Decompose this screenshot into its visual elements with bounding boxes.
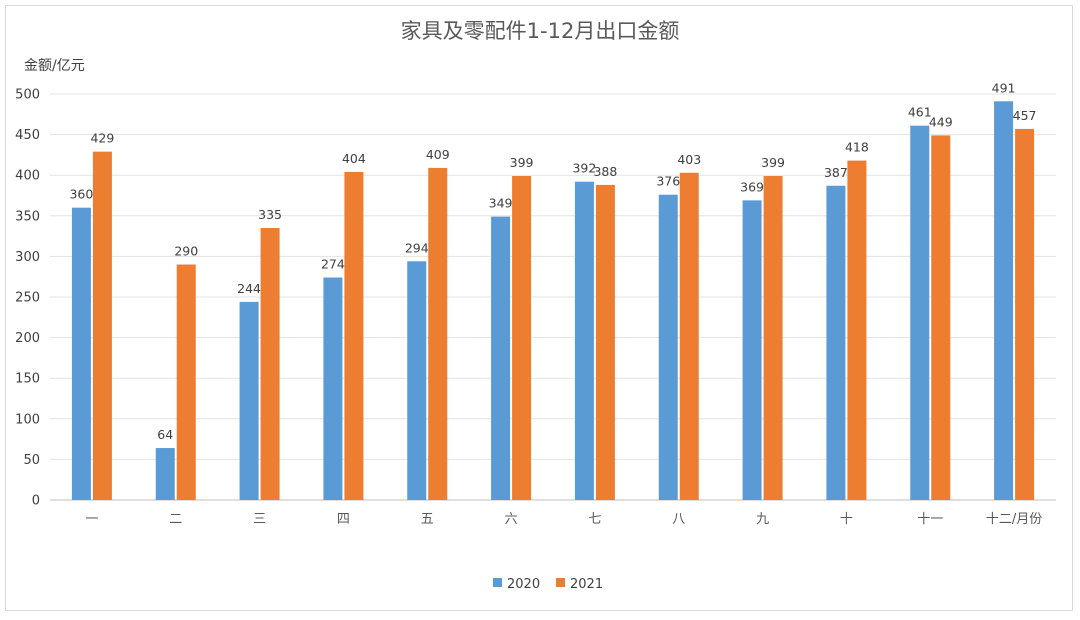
bar-2021 <box>931 135 951 501</box>
y-tick-label: 300 <box>15 250 40 265</box>
x-tick-label: 三 <box>253 512 266 527</box>
y-tick-label: 50 <box>23 453 40 468</box>
x-tick-label: 十一 <box>917 512 943 527</box>
x-tick-label: 九 <box>756 512 769 527</box>
data-label: 244 <box>237 281 261 296</box>
data-label: 457 <box>1013 108 1037 123</box>
y-tick-label: 100 <box>15 412 40 427</box>
bar-2020 <box>323 277 343 500</box>
data-label: 376 <box>656 174 680 189</box>
x-tick-label: 五 <box>421 512 434 527</box>
legend-swatch-2020 <box>493 578 502 587</box>
data-label: 449 <box>929 114 953 129</box>
bar-2021 <box>344 171 364 500</box>
x-tick-label: 八 <box>672 512 685 527</box>
bar-2020 <box>658 194 678 501</box>
gridlines <box>50 93 1056 501</box>
y-tick-label: 350 <box>15 209 40 224</box>
y-tick-label: 500 <box>15 88 40 103</box>
x-tick-label: 六 <box>505 512 518 527</box>
data-label: 388 <box>593 164 617 179</box>
bar-2020 <box>71 207 91 500</box>
bar-2020 <box>742 200 762 500</box>
legend-label-2020: 2020 <box>507 577 540 592</box>
y-tick-label: 400 <box>15 169 40 184</box>
x-tick-label: 十 <box>840 512 853 527</box>
data-label: 429 <box>90 131 114 146</box>
bar-2021 <box>512 176 532 500</box>
x-tick-label: 二 <box>169 512 182 527</box>
x-tick-label: 十二/月份 <box>986 512 1042 527</box>
x-tick-label: 四 <box>337 512 350 527</box>
data-label: 392 <box>572 161 596 176</box>
bar-2021 <box>595 184 615 500</box>
data-label: 404 <box>342 151 366 166</box>
y-tick-label: 450 <box>15 128 40 143</box>
data-label: 360 <box>69 187 93 202</box>
data-label: 403 <box>677 152 701 167</box>
data-label: 294 <box>405 240 429 255</box>
bar-2020 <box>491 216 511 500</box>
data-label: 491 <box>992 80 1016 95</box>
data-label: 409 <box>426 147 450 162</box>
bar-2021 <box>847 160 867 501</box>
y-tick-labels: 0 50 100 150 200 250 300 350 400 450 500 <box>15 88 40 509</box>
bars <box>71 101 1035 501</box>
data-label: 64 <box>157 427 173 442</box>
data-label: 349 <box>489 196 513 211</box>
bar-2020 <box>239 301 259 500</box>
data-label: 274 <box>321 257 345 272</box>
y-tick-label: 200 <box>15 331 40 346</box>
data-label: 399 <box>510 155 534 170</box>
bar-2021 <box>176 264 196 500</box>
bar-2021 <box>679 172 699 501</box>
legend: 2020 2021 <box>493 577 603 592</box>
bar-2021 <box>92 151 112 501</box>
y-tick-label: 0 <box>32 494 40 509</box>
bar-2020 <box>910 125 930 500</box>
y-tick-label: 150 <box>15 372 40 387</box>
y-axis-label: 金额/亿元 <box>24 58 85 74</box>
bar-2020 <box>826 185 846 501</box>
data-label: 418 <box>845 140 869 155</box>
data-label: 290 <box>174 244 198 259</box>
x-tick-labels: 一 二 三 四 五 六 七 八 九 十 十一 十二/月份 <box>85 512 1042 527</box>
chart-title: 家具及零配件1-12月出口金额 <box>401 19 680 43</box>
data-label: 369 <box>740 179 764 194</box>
bar-2020 <box>407 261 427 500</box>
bar-2021 <box>260 227 280 501</box>
bar-2021 <box>428 167 448 500</box>
data-label: 335 <box>258 207 282 222</box>
data-label: 461 <box>908 105 932 120</box>
data-label: 399 <box>761 155 785 170</box>
bar-2020 <box>155 448 175 500</box>
x-tick-label: 七 <box>588 512 601 527</box>
bar-2021 <box>763 176 783 500</box>
bar-2021 <box>1015 128 1035 500</box>
legend-swatch-2021 <box>556 578 565 587</box>
data-label: 387 <box>824 165 848 180</box>
y-tick-label: 250 <box>15 291 40 306</box>
x-tick-label: 一 <box>85 512 98 527</box>
legend-label-2021: 2021 <box>570 577 603 592</box>
bar-2020 <box>994 101 1014 501</box>
bar-2020 <box>574 181 594 501</box>
